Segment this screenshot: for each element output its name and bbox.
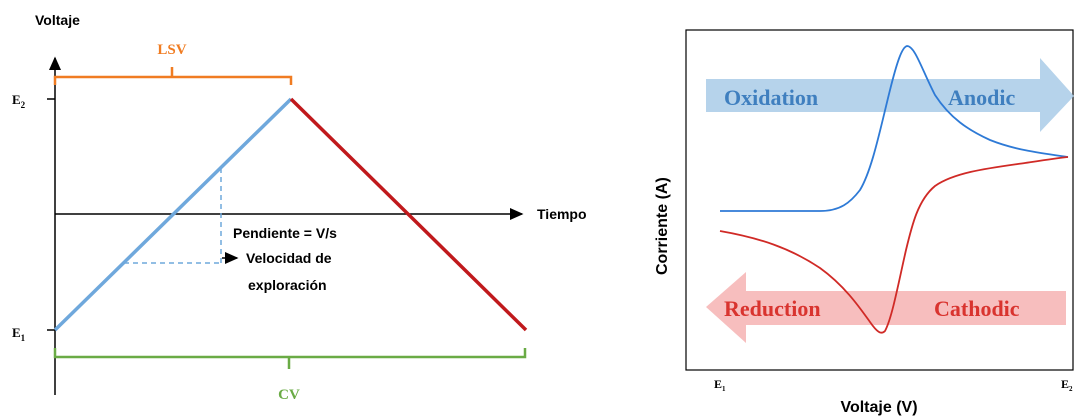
current-axis-label: Corriente (A)	[654, 177, 671, 275]
speed-label-line1: Velocidad de	[246, 250, 332, 266]
left-panel: Voltaje Tiempo E2 E1 LSV Pendiente = V/s…	[12, 12, 587, 403]
right-e2-label: E2	[1061, 377, 1073, 393]
anodic-label: Anodic	[948, 85, 1015, 110]
anodic-curve	[720, 45, 1069, 212]
lsv-label: LSV	[157, 42, 186, 58]
slope-label: Pendiente = V/s	[233, 225, 337, 241]
cv-label: CV	[278, 387, 300, 403]
oxidation-label: Oxidation	[724, 85, 818, 110]
e2-label: E2	[12, 92, 26, 110]
lsv-bracket	[53, 67, 293, 85]
cathodic-label: Cathodic	[934, 296, 1020, 321]
reduction-label: Reduction	[724, 296, 821, 321]
reduction-arrow	[706, 272, 1066, 343]
cv-bracket	[53, 348, 527, 369]
e1-label: E1	[12, 325, 26, 343]
oxidation-arrow	[706, 58, 1074, 132]
right-panel: Oxidation Anodic Reduction Cathodic Corr…	[654, 29, 1074, 416]
voltage-axis-label: Voltaje (V)	[840, 399, 917, 416]
speed-label-line2: exploración	[248, 277, 327, 293]
left-x-axis-label: Tiempo	[537, 206, 587, 222]
forward-sweep-line	[53, 97, 293, 332]
right-e1-label: E1	[714, 377, 726, 393]
left-y-axis-label: Voltaje	[35, 12, 80, 28]
cathodic-curve	[719, 156, 1069, 334]
reverse-sweep-line	[289, 97, 528, 332]
